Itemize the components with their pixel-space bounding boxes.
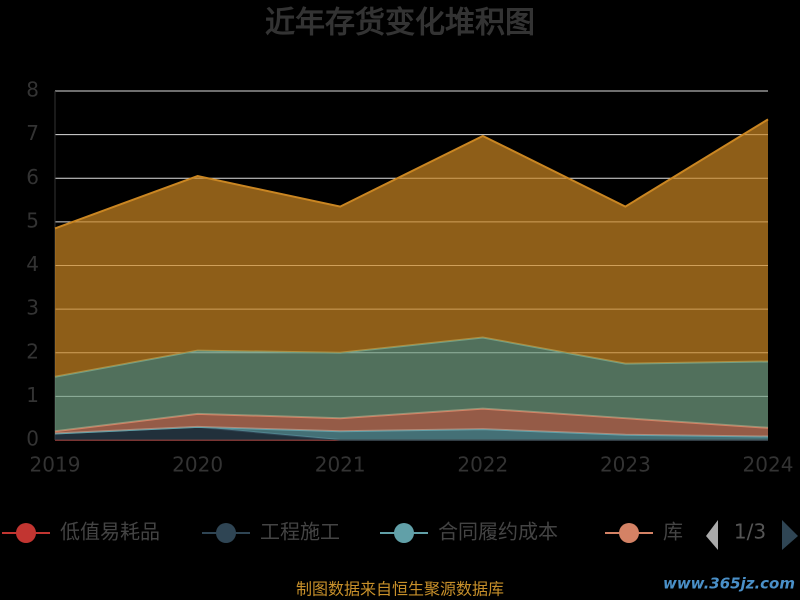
legend-icon [216, 523, 236, 543]
legend-label: 库 [663, 520, 683, 544]
legend-icon [394, 523, 414, 543]
watermark: www.365jz.com [663, 575, 795, 593]
area [55, 426, 768, 440]
area [55, 119, 768, 377]
y-tick-label: 0 [26, 427, 39, 451]
y-tick-label: 2 [26, 339, 39, 363]
y-tick-label: 7 [26, 121, 39, 145]
x-tick-label: 2019 [30, 453, 81, 477]
legend-label: 低值易耗品 [60, 520, 160, 544]
y-tick-label: 1 [26, 383, 39, 407]
y-tick-label: 8 [26, 78, 39, 102]
x-tick-label: 2024 [743, 453, 794, 477]
source-note: 制图数据来自恒生聚源数据库 [296, 580, 504, 599]
legend-icon [619, 523, 639, 543]
legend-page: 1/3 [734, 520, 766, 544]
legend-icon [16, 523, 36, 543]
x-tick-label: 2023 [600, 453, 651, 477]
y-tick-label: 3 [26, 296, 39, 320]
area [55, 337, 768, 432]
x-tick-label: 2020 [172, 453, 223, 477]
x-tick-label: 2022 [457, 453, 508, 477]
legend-label: 工程施工 [260, 520, 340, 544]
y-tick-label: 6 [26, 165, 39, 189]
area-line [54, 118, 769, 230]
chart-title: 近年存货变化堆积图 [265, 6, 535, 41]
y-tick-label: 5 [26, 208, 39, 232]
y-tick-label: 4 [26, 252, 39, 276]
x-tick-label: 2021 [315, 453, 366, 477]
legend-label: 合同履约成本 [438, 520, 558, 544]
legend-prev[interactable] [706, 520, 718, 550]
legend-next[interactable] [782, 520, 798, 550]
